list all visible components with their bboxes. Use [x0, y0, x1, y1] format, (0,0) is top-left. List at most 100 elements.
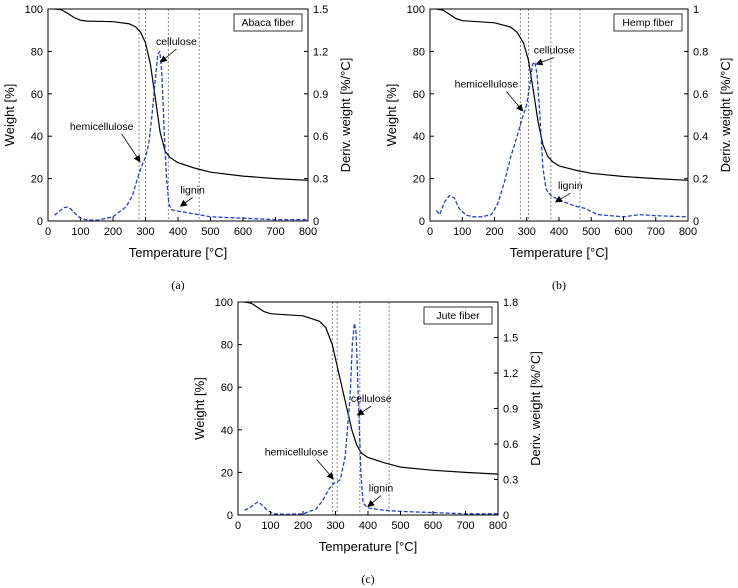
x-tick-label: 0 [45, 226, 51, 238]
x-tick-label: 200 [294, 520, 312, 532]
y-left-tick-label: 40 [31, 131, 43, 143]
y-left-tick-label: 40 [221, 425, 233, 437]
y-left-tick-label: 20 [413, 174, 425, 186]
x-tick-label: 500 [582, 226, 600, 238]
y-right-tick-label: 0.9 [313, 89, 328, 101]
legend-box [233, 13, 303, 32]
x-tick-label: 300 [518, 226, 536, 238]
derivative-weight-line [54, 50, 308, 221]
annotation-label: lignin [558, 180, 583, 192]
panel-caption: (b) [552, 278, 566, 292]
annotation-arrow [535, 57, 555, 66]
x-axis-title: Temperature [°C] [510, 245, 608, 260]
y-left-tick-label: 60 [31, 89, 43, 101]
y-left-axis-title: Weight [%] [192, 377, 207, 440]
x-tick-label: 300 [136, 226, 154, 238]
legend-box [613, 13, 683, 32]
y-left-tick-label: 0 [227, 510, 233, 522]
axes: 0 100 200 300 400 500 600 700 80002040608010000.… [25, 4, 329, 238]
annotation-arrow [506, 91, 524, 112]
panel-caption: (a) [171, 278, 184, 292]
y-right-tick-label: 0.2 [693, 174, 708, 186]
x-tick-label: 700 [647, 226, 665, 238]
annotation-label: cellulose [156, 36, 197, 48]
x-tick-label: 100 [453, 226, 471, 238]
x-tick-label: 400 [550, 226, 568, 238]
annotation-label: lignin [180, 184, 205, 196]
y-left-axis-title: Weight [%] [2, 84, 17, 147]
annotation-label: hemicellulose [455, 78, 519, 90]
y-right-tick-label: 0 [503, 510, 509, 522]
annotation-arrow [316, 459, 334, 480]
panel-hemp: 0 100 200 300 400 500 600 700 80002040608010000.… [384, 4, 733, 292]
y-left-tick-label: 20 [221, 467, 233, 479]
y-right-tick-label: 0.6 [503, 439, 518, 451]
annotation-arrow [179, 197, 193, 207]
weight-line [244, 302, 498, 475]
x-tick-label: 0 [427, 226, 433, 238]
x-tick-label: 600 [234, 226, 252, 238]
panel-jute: 0 100 200 300 400 500 600 700 80002040608010000.… [192, 297, 543, 586]
chart-lines [54, 9, 308, 221]
annotation-label: lignin [369, 483, 394, 495]
x-tick-label: 500 [201, 226, 219, 238]
y-right-tick-label: 0 [313, 216, 319, 228]
y-left-tick-label: 60 [413, 89, 425, 101]
annotation-label: hemicellulose [265, 446, 329, 458]
legend-label: Hemp fiber [622, 17, 674, 29]
annotation-arrow [367, 495, 382, 508]
y-right-tick-label: 0.9 [503, 404, 518, 416]
legend-label: Jute fiber [436, 310, 480, 322]
derivative-weight-line [435, 61, 688, 218]
y-left-tick-label: 20 [31, 174, 43, 186]
x-tick-label: 200 [485, 226, 503, 238]
y-left-tick-label: 60 [221, 382, 233, 394]
x-tick-label: 0 [235, 520, 241, 532]
y-right-axis-title: Deriv. weight [%/°C] [718, 58, 733, 173]
x-axis-title: Temperature [°C] [129, 245, 227, 260]
x-tick-label: 700 [456, 520, 474, 532]
y-right-tick-label: 0.8 [693, 46, 708, 58]
annotation-label: cellulose [351, 393, 392, 405]
annotation-arrow [554, 192, 571, 203]
y-right-tick-label: 1.2 [313, 46, 328, 58]
axes: 0 100 200 300 400 500 600 700 80002040608010000.… [407, 4, 709, 238]
weight-line [54, 9, 308, 181]
annotation-label: cellulose [534, 45, 575, 57]
y-right-axis-title: Deriv. weight [%/°C] [528, 351, 543, 466]
x-tick-label: 400 [169, 226, 187, 238]
chart-lines [435, 9, 688, 221]
x-tick-label: 400 [359, 520, 377, 532]
x-tick-label: 800 [299, 226, 317, 238]
y-right-tick-label: 0.6 [313, 131, 328, 143]
y-left-tick-label: 100 [25, 4, 43, 16]
y-right-tick-label: 1.5 [503, 333, 518, 345]
y-right-tick-label: 0 [693, 216, 699, 228]
y-right-tick-label: 1 [693, 4, 699, 16]
y-right-axis-title: Deriv. weight [%/°C] [338, 58, 353, 173]
x-tick-label: 800 [679, 226, 697, 238]
x-tick-label: 300 [326, 520, 344, 532]
y-right-tick-label: 0.3 [503, 475, 518, 487]
y-left-tick-label: 80 [413, 46, 425, 58]
y-left-tick-label: 80 [31, 46, 43, 58]
x-tick-label: 800 [489, 520, 507, 532]
y-left-axis-title: Weight [%] [384, 84, 399, 147]
panel-caption: (c) [361, 572, 374, 586]
derivative-weight-line [244, 322, 498, 515]
axes: 0 100 200 300 400 500 600 700 80002040608010000.… [215, 297, 519, 532]
y-left-tick-label: 0 [37, 216, 43, 228]
annotation-arrow [121, 133, 141, 163]
y-left-tick-label: 0 [419, 216, 425, 228]
x-tick-label: 500 [391, 520, 409, 532]
annotation-label: hemicellulose [70, 121, 134, 133]
y-right-tick-label: 1.2 [503, 368, 518, 380]
x-tick-label: 600 [424, 520, 442, 532]
x-tick-label: 100 [261, 520, 279, 532]
y-right-tick-label: 0.3 [313, 174, 328, 186]
weight-line [436, 9, 688, 181]
legend-label: Abaca fiber [241, 17, 295, 29]
panel-abaca: 0 100 200 300 400 500 600 700 80002040608010000.… [2, 4, 353, 292]
y-left-tick-label: 40 [413, 131, 425, 143]
y-right-tick-label: 0.6 [693, 89, 708, 101]
